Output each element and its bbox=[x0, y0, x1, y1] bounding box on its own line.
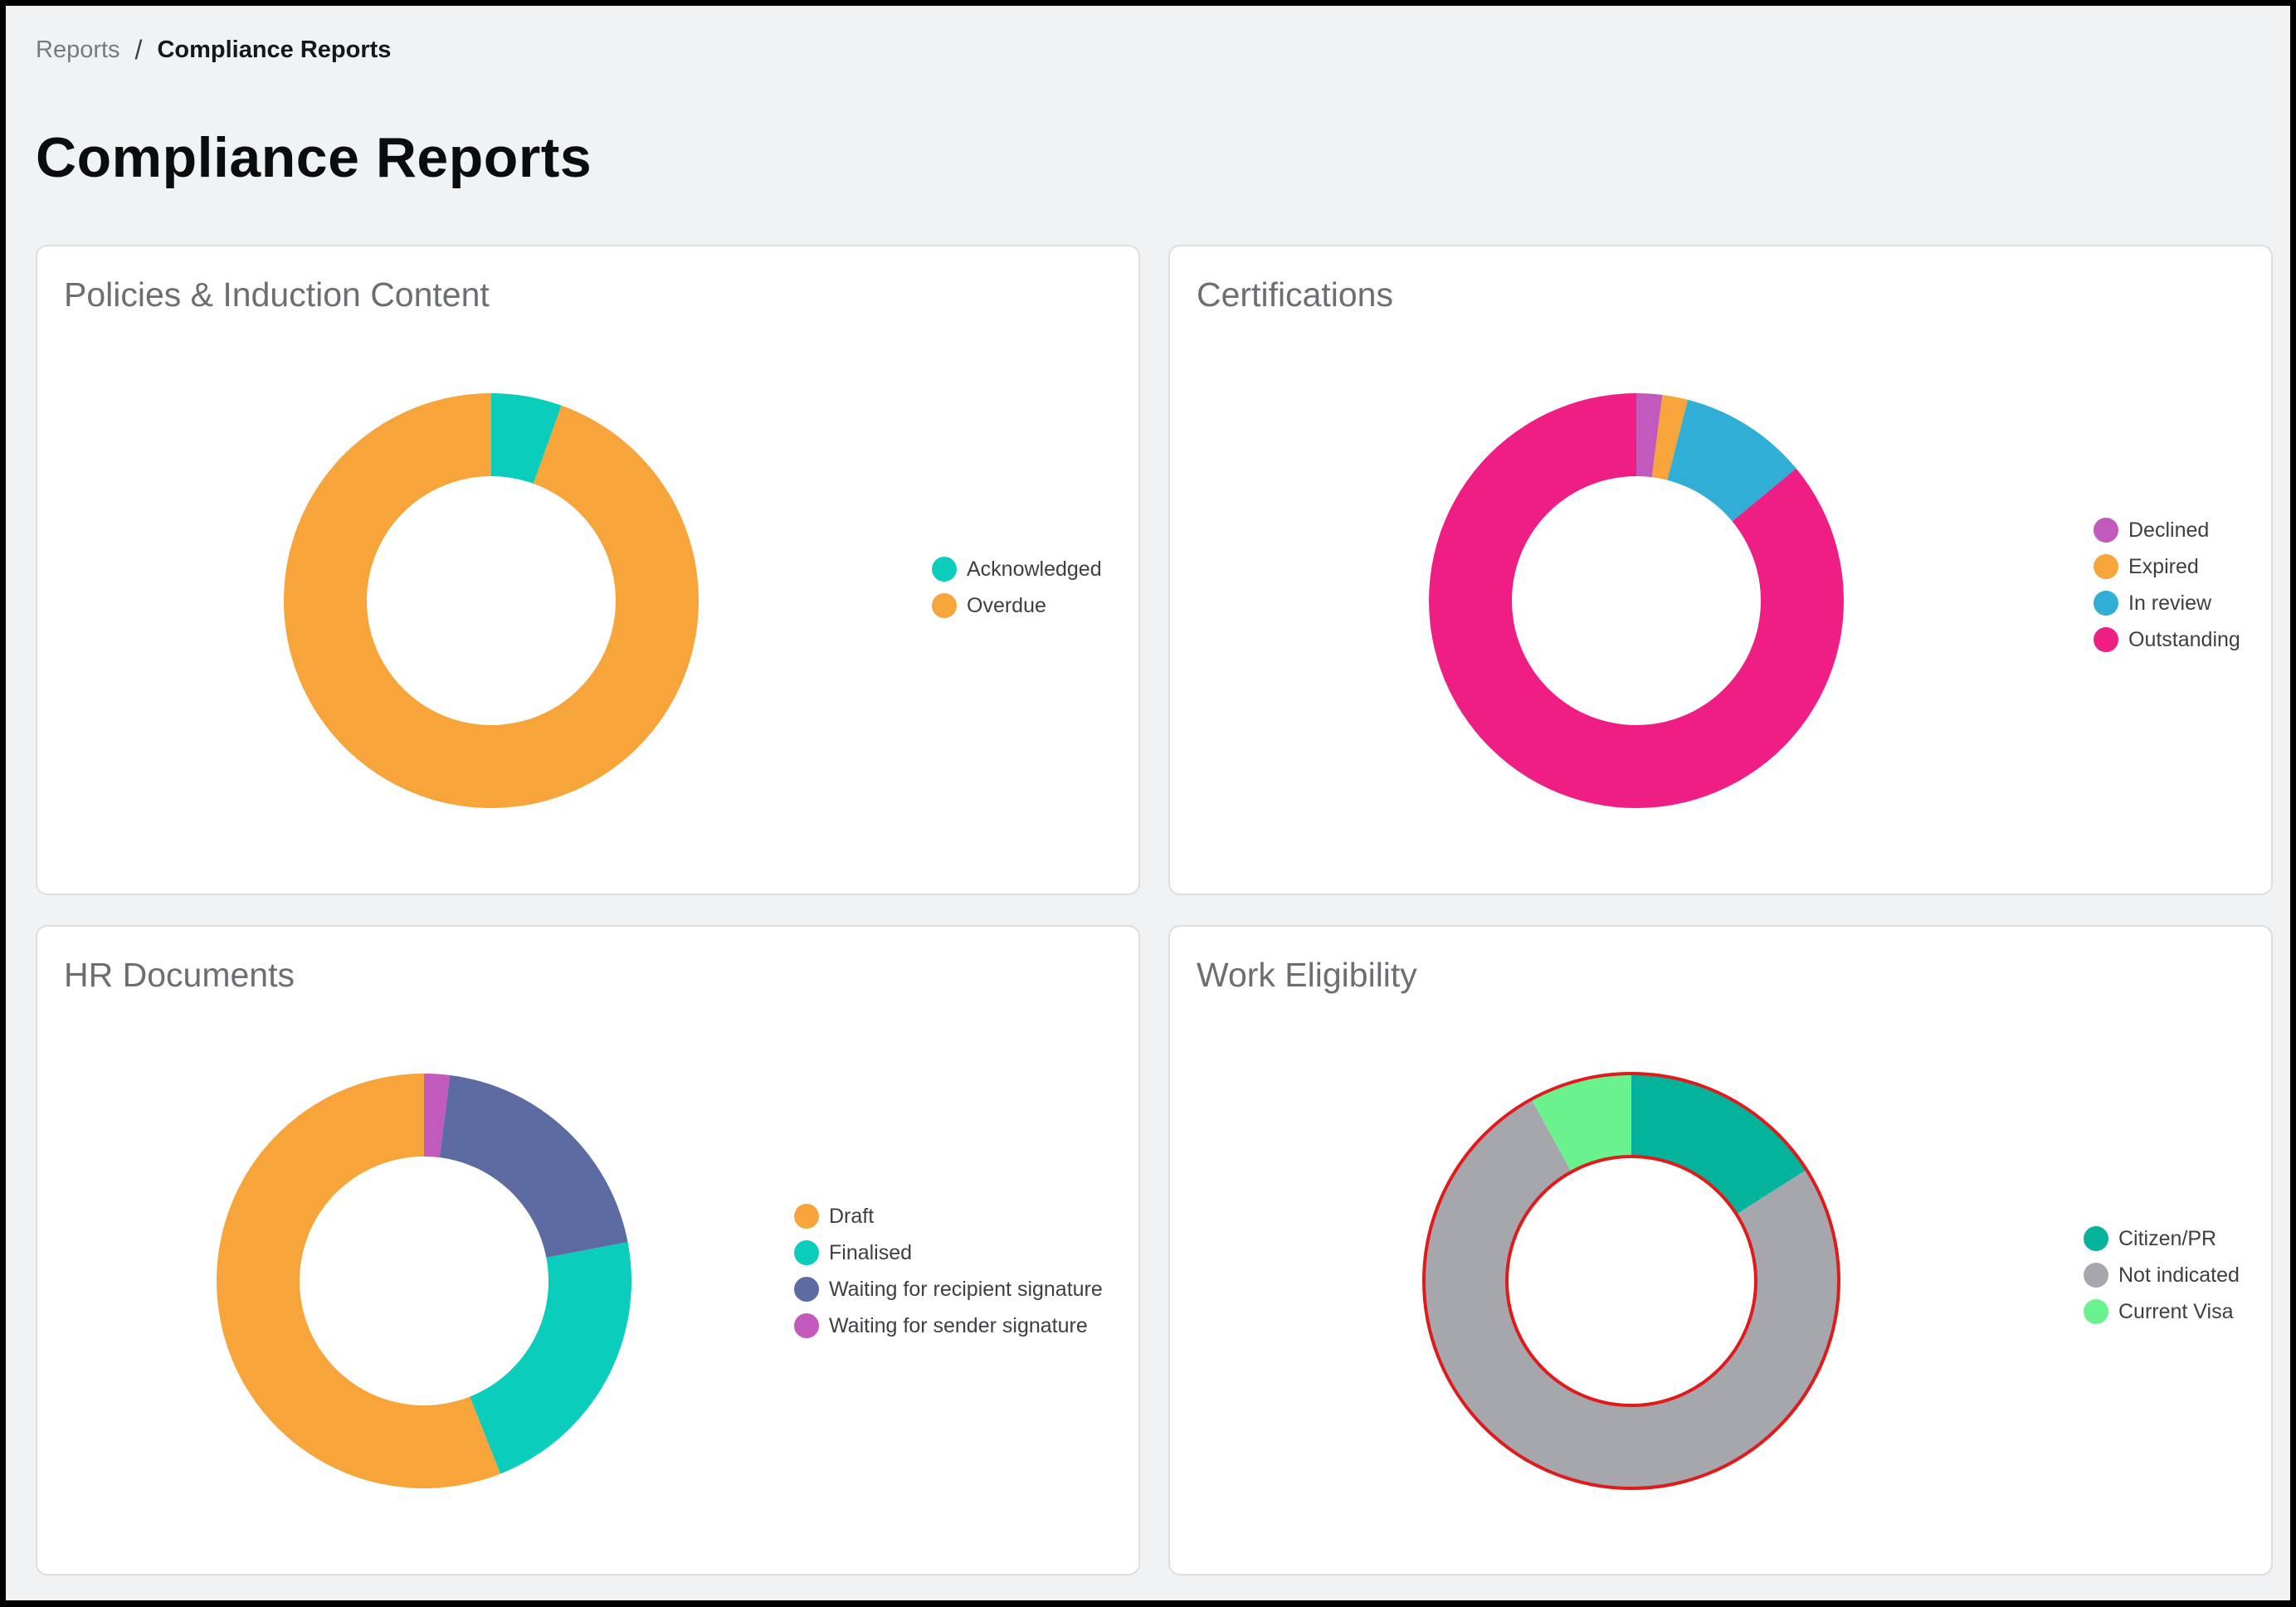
legend-label: Acknowledged bbox=[967, 557, 1102, 581]
legend-label: Waiting for sender signature bbox=[829, 1313, 1088, 1337]
legend-swatch bbox=[794, 1313, 819, 1338]
breadcrumb-current: Compliance Reports bbox=[157, 37, 392, 63]
page-title: Compliance Reports bbox=[36, 126, 592, 189]
legend-swatch bbox=[794, 1240, 819, 1265]
legend-label: Citizen/PR bbox=[2118, 1226, 2217, 1250]
policies-induction-card: Policies & Induction Content Acknowledge… bbox=[36, 245, 1140, 895]
legend-item-declined[interactable]: Declined bbox=[2094, 512, 2240, 548]
legend-item-not-indicated[interactable]: Not indicated bbox=[2084, 1257, 2240, 1293]
slice-declined[interactable] bbox=[1636, 393, 1663, 478]
legend-swatch bbox=[932, 593, 957, 618]
slice-current-visa[interactable] bbox=[1531, 1074, 1631, 1172]
breadcrumb: Reports / Compliance Reports bbox=[36, 32, 391, 67]
legend-swatch bbox=[794, 1277, 819, 1302]
certifications-donut-chart bbox=[1429, 393, 1844, 808]
slice-citizen-pr[interactable] bbox=[1631, 1074, 1807, 1215]
work-eligibility-card: Work Eligibility Citizen/PR Not indicated… bbox=[1168, 925, 2273, 1575]
legend-item-finalised[interactable]: Finalised bbox=[794, 1234, 1103, 1271]
card-title: Policies & Induction Content bbox=[64, 275, 490, 314]
legend-swatch bbox=[2084, 1263, 2108, 1288]
legend-label: In review bbox=[2128, 591, 2212, 615]
policies-donut-chart bbox=[284, 393, 700, 808]
legend-label: Current Visa bbox=[2118, 1299, 2234, 1323]
breadcrumb-reports-link[interactable]: Reports bbox=[36, 37, 120, 63]
legend-label: Waiting for recipient signature bbox=[829, 1277, 1103, 1301]
page-frame: Reports / Compliance Reports Compliance … bbox=[6, 6, 2290, 1600]
legend-item-waiting-for-recipient-signature[interactable]: Waiting for recipient signature bbox=[794, 1271, 1103, 1308]
legend-swatch bbox=[932, 557, 957, 582]
hr-documents-donut-chart bbox=[217, 1074, 631, 1488]
legend-label: Overdue bbox=[967, 593, 1046, 617]
slice-expired[interactable] bbox=[1651, 394, 1689, 480]
work-eligibility-legend: Citizen/PR Not indicated Current Visa bbox=[2084, 1220, 2240, 1330]
breadcrumb-separator: / bbox=[134, 35, 143, 65]
legend-label: Finalised bbox=[829, 1240, 913, 1264]
certifications-legend: Declined Expired In review Outstanding bbox=[2094, 512, 2240, 658]
legend-item-acknowledged[interactable]: Acknowledged bbox=[932, 551, 1102, 587]
legend-item-current-visa[interactable]: Current Visa bbox=[2084, 1293, 2240, 1330]
slice-not-indicated[interactable] bbox=[1424, 1098, 1839, 1488]
card-title: Work Eligibility bbox=[1197, 956, 1417, 994]
slice-acknowledged[interactable] bbox=[491, 393, 562, 484]
legend-label: Outstanding bbox=[2128, 627, 2240, 651]
highlight-inner-ring bbox=[1505, 1155, 1757, 1407]
legend-item-citizen-pr[interactable]: Citizen/PR bbox=[2084, 1220, 2240, 1257]
legend-swatch bbox=[2084, 1299, 2108, 1324]
legend-swatch bbox=[2094, 627, 2118, 652]
legend-label: Declined bbox=[2128, 518, 2210, 542]
legend-item-waiting-for-sender-signature[interactable]: Waiting for sender signature bbox=[794, 1308, 1103, 1344]
slice-finalised[interactable] bbox=[470, 1242, 631, 1474]
hr-documents-legend: Draft Finalised Waiting for recipient sign… bbox=[794, 1198, 1103, 1344]
legend-item-outstanding[interactable]: Outstanding bbox=[2094, 621, 2240, 658]
legend-item-draft[interactable]: Draft bbox=[794, 1198, 1103, 1234]
slice-draft[interactable] bbox=[217, 1074, 501, 1488]
slice-outstanding[interactable] bbox=[1429, 393, 1844, 808]
legend-swatch bbox=[2094, 591, 2118, 616]
certifications-card: Certifications Declined Expired In review O… bbox=[1168, 245, 2273, 895]
legend-item-in-review[interactable]: In review bbox=[2094, 585, 2240, 621]
work-eligibility-donut-chart bbox=[1422, 1072, 1840, 1490]
legend-label: Not indicated bbox=[2118, 1263, 2240, 1287]
slice-overdue[interactable] bbox=[284, 393, 700, 808]
policies-legend: Acknowledged Overdue bbox=[932, 551, 1102, 624]
legend-swatch bbox=[794, 1204, 819, 1229]
slice-waiting-for-sender-signature[interactable] bbox=[424, 1074, 451, 1158]
legend-label: Expired bbox=[2128, 554, 2199, 578]
legend-swatch bbox=[2094, 554, 2118, 579]
highlight-outer-ring bbox=[1422, 1072, 1840, 1490]
hr-documents-card: HR Documents Draft Finalised Waiting for r… bbox=[36, 925, 1140, 1575]
legend-swatch bbox=[2094, 518, 2118, 543]
legend-swatch bbox=[2084, 1226, 2108, 1251]
legend-item-overdue[interactable]: Overdue bbox=[932, 587, 1102, 624]
slice-waiting-for-recipient-signature[interactable] bbox=[439, 1074, 628, 1258]
card-title: HR Documents bbox=[64, 956, 295, 994]
card-title: Certifications bbox=[1197, 275, 1393, 314]
legend-label: Draft bbox=[829, 1204, 875, 1228]
slice-in-review[interactable] bbox=[1667, 399, 1796, 522]
legend-item-expired[interactable]: Expired bbox=[2094, 548, 2240, 585]
